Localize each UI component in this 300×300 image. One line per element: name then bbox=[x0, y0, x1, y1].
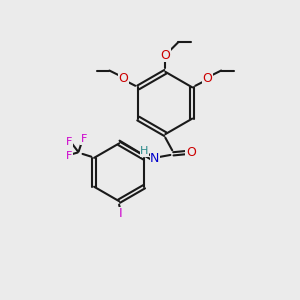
Text: F: F bbox=[80, 134, 87, 144]
Text: O: O bbox=[202, 72, 212, 85]
Text: O: O bbox=[118, 72, 128, 85]
Text: F: F bbox=[66, 151, 72, 161]
Text: O: O bbox=[186, 146, 196, 159]
Text: F: F bbox=[66, 137, 72, 147]
Text: N: N bbox=[150, 152, 160, 165]
Text: O: O bbox=[160, 49, 170, 62]
Text: I: I bbox=[118, 207, 122, 220]
Text: H: H bbox=[140, 146, 149, 157]
